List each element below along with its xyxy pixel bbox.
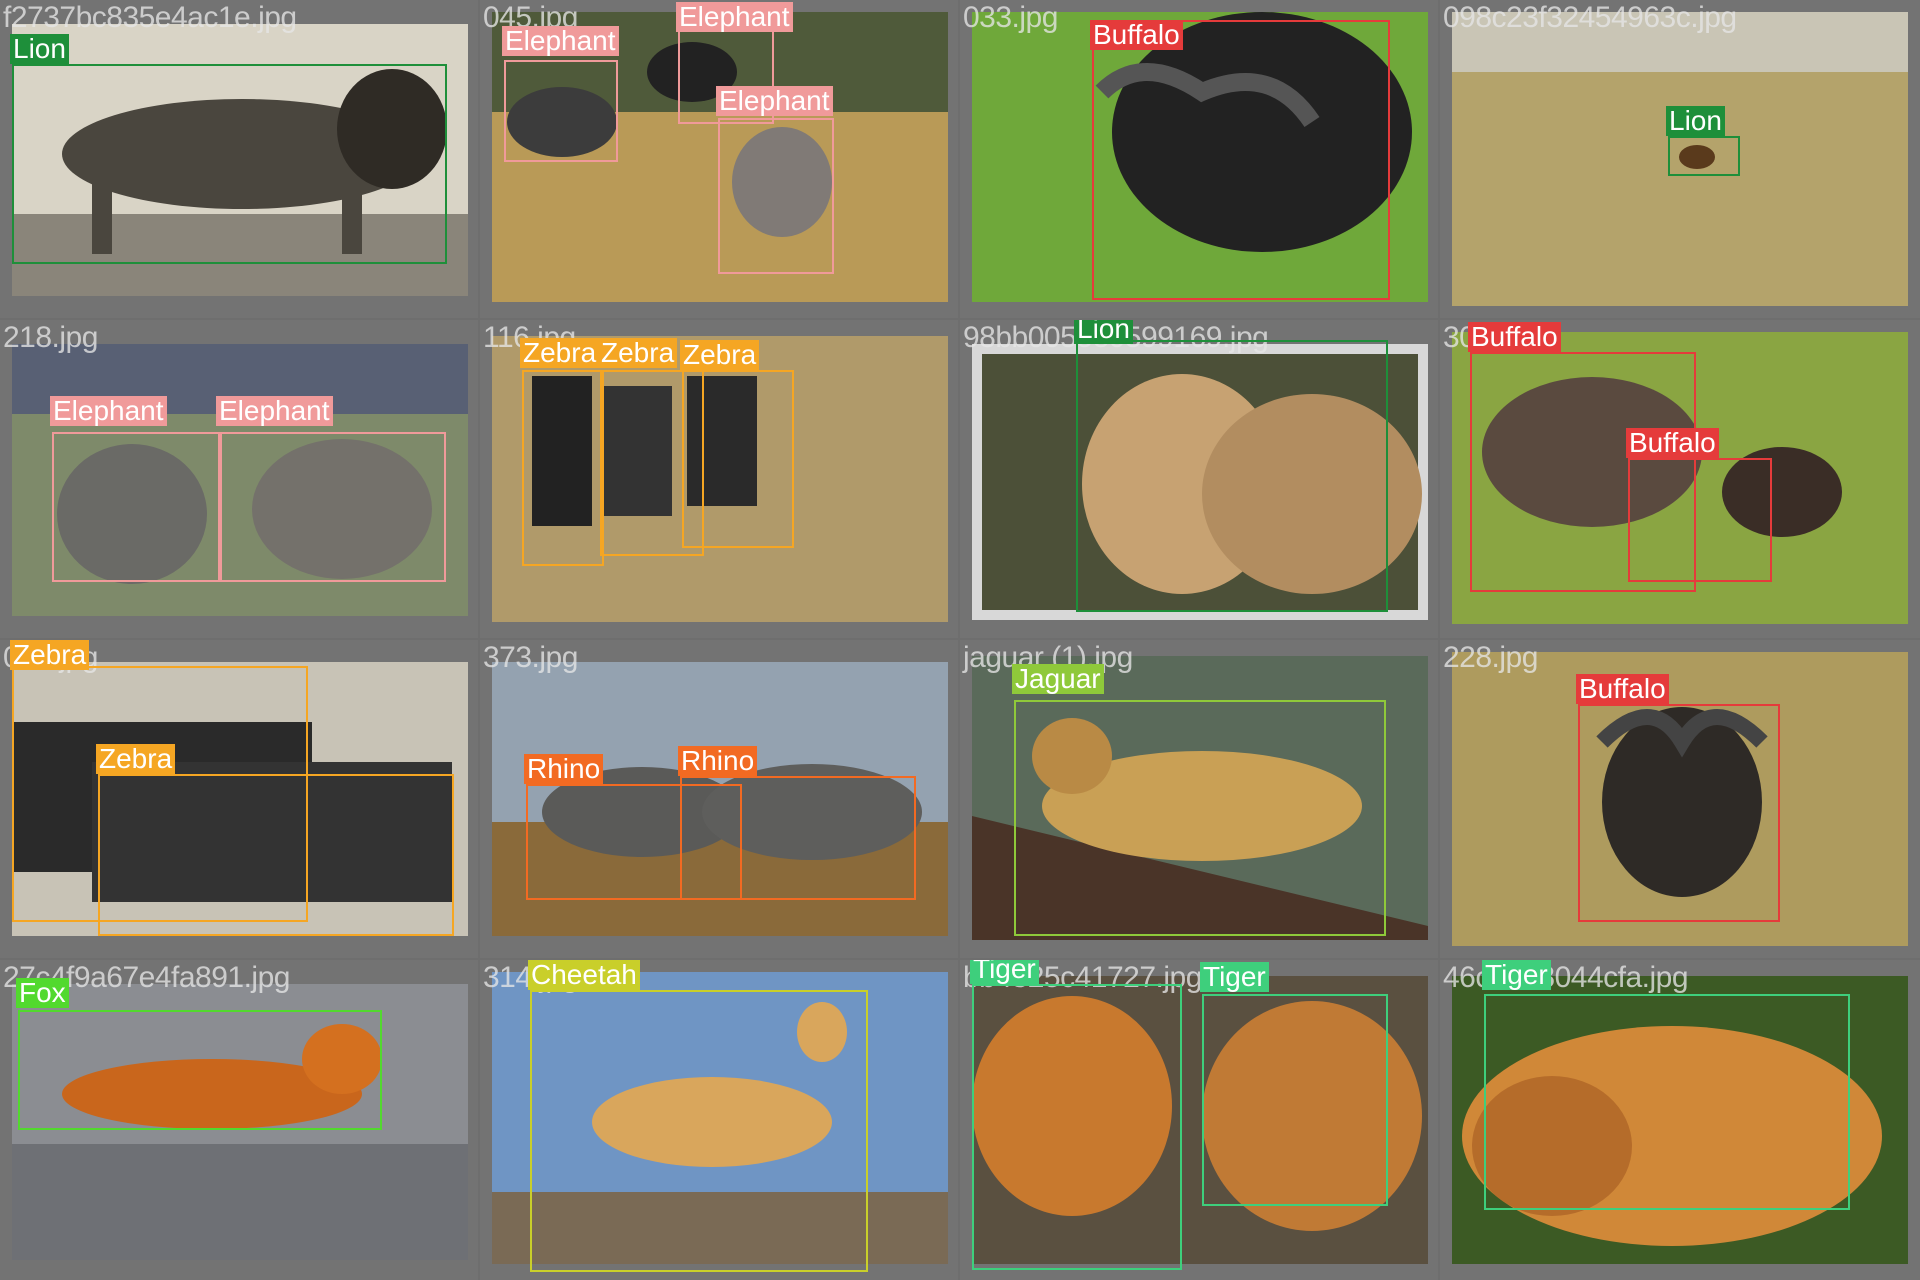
bbox-lion: [1076, 340, 1388, 612]
label-tiger: Tiger: [1482, 960, 1551, 990]
photo-zebras-2: [12, 662, 468, 936]
bbox-rhino-1: [526, 784, 742, 900]
label-elephant-3: Elephant: [716, 86, 833, 116]
label-cheetah: Cheetah: [528, 960, 640, 990]
tile-5: 218.jpg Elephant Elephant: [0, 320, 478, 638]
photo-lion-running: [12, 24, 468, 296]
photo-buffalo: [972, 12, 1428, 302]
tile-10: 373.jpg Rhino Rhino: [480, 640, 958, 958]
tile-15: bb4325c41727.jpg Tiger Tiger: [960, 960, 1438, 1280]
bbox-buffalo-1: [1470, 352, 1696, 592]
filename: 46c5698044cfa.jpg: [1443, 961, 1689, 994]
photo-lion-plain: [1452, 12, 1908, 306]
photo-lioness: [972, 344, 1428, 620]
photo-rhinos: [492, 662, 948, 936]
label-buffalo-2: Buffalo: [1626, 428, 1719, 458]
label-zebra-1: Zebra: [10, 640, 90, 670]
bbox-zebra-1: [522, 370, 604, 566]
tile-12: 228.jpg Buffalo: [1440, 640, 1920, 958]
label-tiger-2: Tiger: [1200, 962, 1269, 992]
label-zebra-3: Zebra: [680, 340, 760, 370]
bbox-buffalo-2: [1628, 458, 1772, 582]
bbox-tiger: [1484, 994, 1850, 1210]
label-rhino-1: Rhino: [524, 754, 604, 784]
label-lion: Lion: [1666, 106, 1725, 136]
bbox-elephant-3: [718, 118, 834, 274]
bbox-buffalo: [1578, 704, 1780, 922]
photo-cheetah: [492, 972, 948, 1264]
photo-elephants-2: [12, 344, 468, 616]
bbox-jaguar: [1014, 700, 1386, 936]
bbox-zebra-2: [600, 370, 704, 556]
label-elephant-1: Elephant: [50, 396, 167, 426]
bbox-elephant-2: [218, 432, 446, 582]
bbox-tiger-2: [1202, 994, 1388, 1206]
tile-7: 98bb0055e0599169.jpg Lion: [960, 320, 1438, 638]
filename: 373.jpg: [483, 641, 578, 674]
label-elephant-1: Elephant: [502, 26, 619, 56]
bbox-elephant-1: [504, 60, 618, 162]
bbox-zebra-2: [98, 774, 454, 936]
label-lion: Lion: [10, 34, 69, 64]
label-zebra-2: Zebra: [598, 338, 678, 368]
filename: 218.jpg: [3, 321, 98, 354]
tile-6: 116.jpg Zebra Zebra Zebra: [480, 320, 958, 638]
label-zebra-2: Zebra: [96, 744, 176, 774]
photo-buffalo-calf: [1452, 332, 1908, 624]
filename: 033.jpg: [963, 1, 1058, 34]
filename: 098c23f32454963c.jpg: [1443, 1, 1737, 34]
bbox-fox: [18, 1010, 382, 1130]
label-jaguar: Jaguar: [1012, 664, 1104, 694]
tile-3: 033.jpg Buffalo: [960, 0, 1438, 318]
bbox-elephant-1: [52, 432, 222, 582]
label-tiger-1: Tiger: [970, 960, 1039, 984]
bbox-buffalo: [1092, 20, 1390, 300]
tile-2: 045.jpg Elephant Elephant Elephant: [480, 0, 958, 318]
tile-1: f2737bc835e4ac1e.jpg Lion: [0, 0, 478, 318]
photo-tiger-sleeping: [1452, 976, 1908, 1264]
tile-16: 46c5698044cfa.jpg Tiger: [1440, 960, 1920, 1280]
bbox-lion: [12, 64, 447, 264]
tile-9: 016.jpg Zebra Zebra: [0, 640, 478, 958]
label-elephant-2: Elephant: [216, 396, 333, 426]
filename: 228.jpg: [1443, 641, 1538, 674]
bbox-lion: [1668, 136, 1740, 176]
tile-11: jaguar (1).jpg Jaguar: [960, 640, 1438, 958]
bbox-zebra-1: [12, 666, 308, 922]
label-buffalo: Buffalo: [1090, 20, 1183, 50]
tile-14: 314.jpg Cheetah: [480, 960, 958, 1280]
bbox-rhino-2: [680, 776, 916, 900]
label-rhino-2: Rhino: [678, 746, 758, 776]
tile-4: 098c23f32454963c.jpg Lion: [1440, 0, 1920, 318]
label-lion: Lion: [1074, 320, 1133, 344]
bbox-zebra-3: [682, 370, 794, 548]
tile-13: 27c4f9a67e4fa891.jpg Fox: [0, 960, 478, 1280]
label-fox: Fox: [16, 978, 69, 1008]
bbox-cheetah: [530, 990, 868, 1272]
photo-tigers: [972, 976, 1428, 1264]
photo-fox: [12, 984, 468, 1260]
photo-jaguar: [972, 656, 1428, 940]
photo-zebras: [492, 336, 948, 622]
filename: f2737bc835e4ac1e.jpg: [3, 1, 297, 34]
photo-buffalo-2: [1452, 652, 1908, 946]
label-buffalo-1: Buffalo: [1468, 322, 1561, 352]
bbox-tiger-1: [972, 984, 1182, 1270]
label-elephant-2: Elephant: [676, 2, 793, 32]
label-buffalo: Buffalo: [1576, 674, 1669, 704]
tile-8: 30.jpg Buffalo Buffalo: [1440, 320, 1920, 638]
label-zebra-1: Zebra: [520, 338, 600, 368]
